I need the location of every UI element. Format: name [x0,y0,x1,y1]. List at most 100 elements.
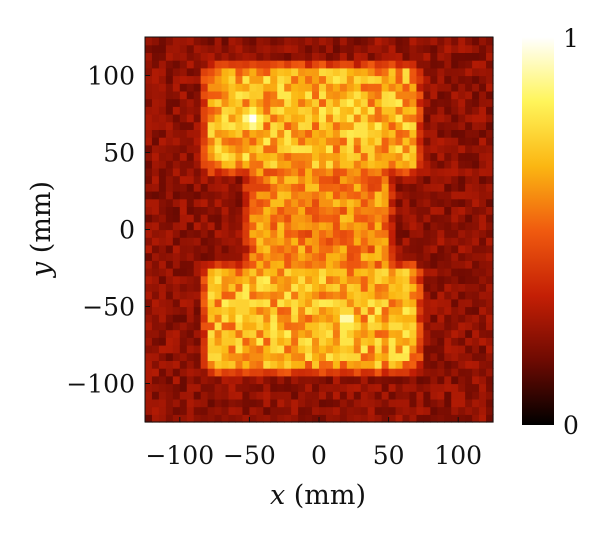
heatmap-cell [298,260,306,269]
heatmap-cell [319,67,327,77]
heatmap-cell [346,414,355,423]
heatmap-cell [437,244,445,254]
heatmap-cell [165,329,174,338]
heatmap-cell [423,368,431,377]
heatmap-cell [242,368,250,377]
heatmap-cell [346,90,355,100]
heatmap-cell [409,368,418,377]
heatmap-cell [228,345,237,354]
heatmap-cell [472,260,480,269]
heatmap-cell [228,391,237,400]
heatmap-cell [402,75,411,84]
heatmap-cell [402,260,411,269]
heatmap-cell [235,83,244,92]
heatmap-cell [319,398,327,408]
heatmap-cell [172,414,181,423]
heatmap-cell [158,391,167,400]
heatmap-cell [235,291,244,300]
heatmap-cell [465,183,473,192]
heatmap-cell [479,44,487,53]
heatmap-cell [346,191,355,200]
heatmap-cell [437,268,445,277]
heatmap-cell [367,114,376,123]
heatmap-cell [193,329,202,338]
heatmap-cell [256,52,264,61]
heatmap-cell [207,283,216,292]
heatmap-cell [395,329,404,338]
heatmap-cell [214,383,223,392]
heatmap-cell [263,175,271,184]
heatmap-cell [270,175,278,184]
heatmap-cell [186,183,195,192]
heatmap-cell [291,183,299,192]
heatmap-cell [186,214,195,223]
heatmap-cell [332,398,341,408]
heatmap-cell [458,137,466,146]
heatmap-cell [444,314,452,323]
heatmap-cell [430,60,438,69]
heatmap-cell [193,83,202,92]
heatmap-cell [486,260,494,269]
heatmap-cell [277,345,285,354]
heatmap-cell [242,391,250,400]
heatmap-cell [465,167,473,177]
heatmap-cell [374,114,383,123]
heatmap-cell [270,137,278,146]
heatmap-cell [172,221,181,231]
heatmap-cell [381,398,390,408]
heatmap-cell [479,237,487,246]
heatmap-cell [277,352,285,361]
heatmap-cell [472,414,480,423]
heatmap-cell [486,114,494,123]
heatmap-cell [145,314,153,323]
heatmap-cell [151,152,160,161]
heatmap-cell [305,175,313,184]
heatmap-cell [353,360,362,369]
heatmap-cell [298,252,306,261]
heatmap-cell [221,306,230,315]
heatmap-cell [388,275,397,284]
heatmap-cell [451,98,459,107]
heatmap-cell [367,160,376,169]
heatmap-cell [145,44,153,53]
heatmap-cell [486,144,494,154]
heatmap-cell [284,114,292,123]
heatmap-cell [374,329,383,338]
heatmap-cell [221,383,230,392]
heatmap-cell [409,260,418,269]
heatmap-cell [346,83,355,92]
heatmap-cell [437,183,445,192]
heatmap-cell [458,198,466,207]
heatmap-cell [472,337,480,346]
heatmap-cell [395,167,404,177]
heatmap-cell [214,329,223,338]
heatmap-cell [451,283,459,292]
heatmap-cell [402,398,411,408]
heatmap-cell [486,152,494,161]
heatmap-cell [158,198,167,207]
heatmap-cell [207,391,216,400]
heatmap-cell [430,314,438,323]
heatmap-cell [228,60,237,69]
heatmap-cell [360,144,369,154]
heatmap-cell [193,321,202,331]
heatmap-cell [319,306,327,315]
heatmap-cell [465,298,473,308]
heatmap-cell [339,106,348,115]
heatmap-cell [444,67,452,77]
heatmap-cell [158,129,167,138]
heatmap-cell [472,83,480,92]
heatmap-cell [360,83,369,92]
heatmap-cell [423,306,431,315]
heatmap-cell [381,121,390,130]
heatmap-cell [242,60,250,69]
heatmap-cell [486,60,494,69]
heatmap-cell [249,67,257,77]
heatmap-cell [284,321,292,331]
heatmap-cell [346,98,355,107]
heatmap-cell [221,352,230,361]
heatmap-cell [458,37,466,46]
heatmap-cell [263,67,271,77]
heatmap-cell [353,98,362,107]
heatmap-cell [242,67,250,77]
